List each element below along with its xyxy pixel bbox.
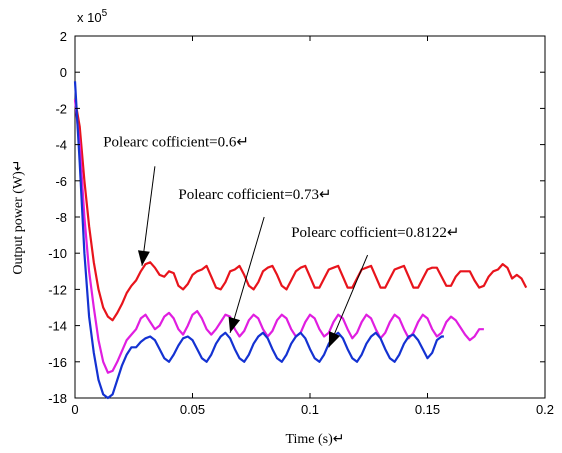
- annotation-layer: Polearc cofficient=0.6↵ Polearc cofficien…: [103, 134, 459, 348]
- annotation-arrow-2: [229, 216, 265, 333]
- series-line-2: [73, 99, 484, 374]
- annotation-arrow-3: [328, 254, 369, 348]
- y-tick-label: -12: [48, 282, 67, 297]
- y-tick-label: -6: [55, 174, 67, 189]
- annotation-arrowhead-1: [137, 250, 150, 266]
- y-exponent-base: x 10: [77, 10, 102, 25]
- annotation-label-3: Polearc cofficient=0.8122↵: [291, 225, 459, 241]
- x-tick-label: 0.15: [415, 402, 440, 417]
- annotation-label-2: Polearc cofficient=0.73↵: [178, 187, 331, 203]
- x-tick-label: 0.1: [301, 402, 319, 417]
- series-line-3: [73, 81, 444, 400]
- plot-area: [74, 35, 546, 399]
- y-tick-label: -16: [48, 355, 67, 370]
- y-exponent-label: x 105: [77, 8, 108, 25]
- x-tick-label: 0.2: [536, 402, 554, 417]
- y-axis-label: Output power (W)↵: [11, 159, 26, 274]
- y-tick-label: -18: [48, 391, 67, 406]
- y-tick-label: -4: [55, 138, 67, 153]
- annotation-arrow-1: [141, 166, 156, 266]
- ticks-layer: 0 0.05 0.1 0.15 0.2 2 0 -2 -4 -6 -8 -10 -12 -14 -16 -18: [48, 29, 554, 417]
- y-tick-label: 2: [60, 29, 67, 44]
- x-tick-label: 0.05: [180, 402, 205, 417]
- x-tick-label: 0: [71, 402, 78, 417]
- y-tick-label: -10: [48, 246, 67, 261]
- annotation-arrowhead-2: [228, 316, 241, 333]
- x-axis-label: Time (s)↵: [285, 432, 344, 447]
- series-line-1: [73, 99, 528, 322]
- y-tick-label: -2: [55, 101, 67, 116]
- y-tick-label: 0: [60, 65, 67, 80]
- annotation-arrowhead-3: [328, 331, 341, 348]
- y-tick-label: -14: [48, 319, 67, 334]
- series-layer: [73, 81, 528, 400]
- y-exponent-power: 5: [102, 8, 108, 19]
- y-tick-label: -8: [55, 210, 67, 225]
- annotation-label-1: Polearc cofficient=0.6↵: [103, 134, 249, 150]
